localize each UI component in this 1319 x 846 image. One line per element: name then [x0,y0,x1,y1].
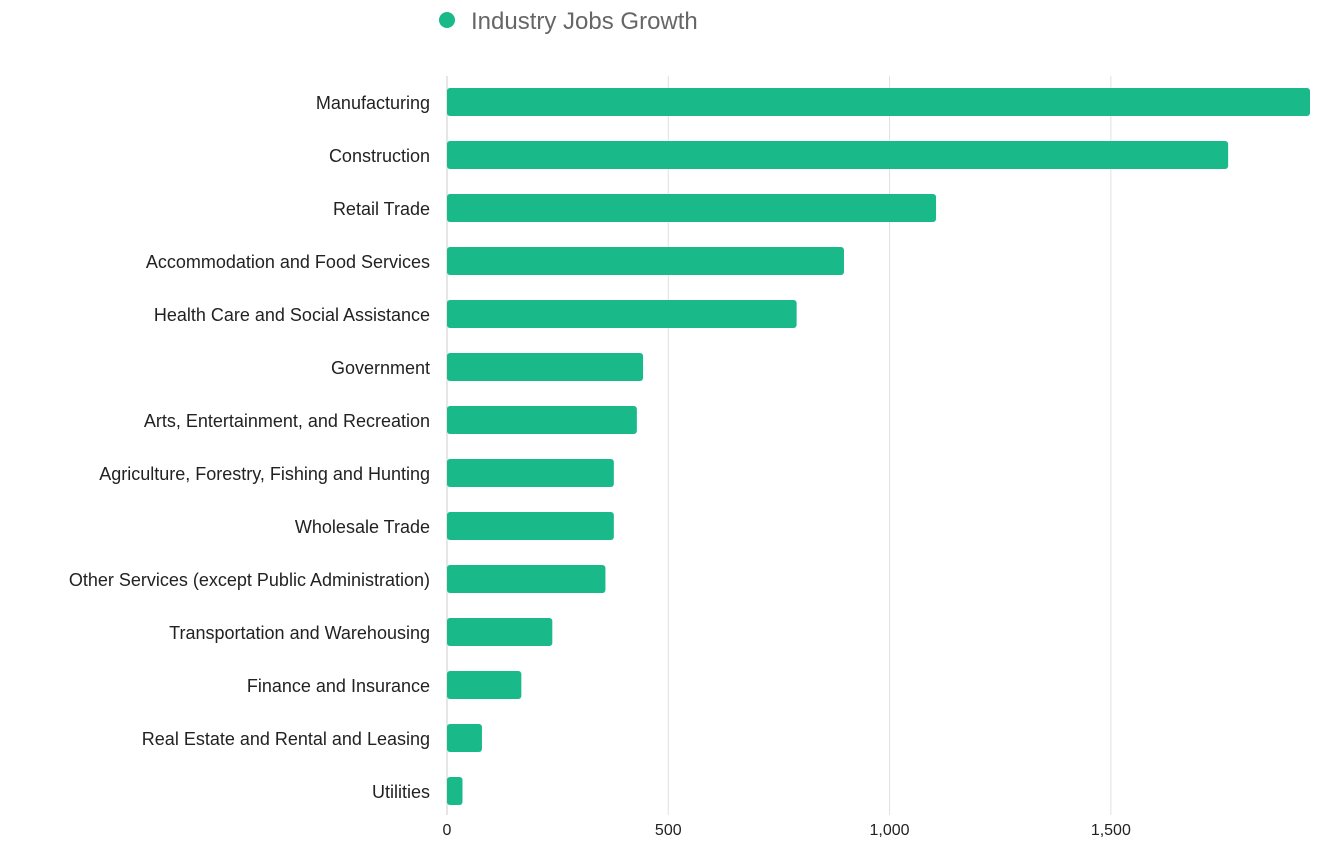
bar [447,724,482,752]
category-label: Accommodation and Food Services [146,252,430,272]
category-label: Wholesale Trade [295,517,430,537]
bar [447,88,1310,116]
x-tick-label: 1,000 [870,822,910,839]
bar [447,353,644,381]
bar [447,300,797,328]
grid-layer [446,76,1112,815]
category-label: Finance and Insurance [247,676,430,696]
category-label: Real Estate and Rental and Leasing [142,729,430,749]
bar [447,194,937,222]
bar [447,247,844,275]
bar [447,565,606,593]
category-label: Agriculture, Forestry, Fishing and Hunti… [99,464,430,484]
bar [447,618,553,646]
category-label: Retail Trade [333,199,430,219]
bar [447,671,522,699]
x-tick-label: 1,500 [1091,822,1131,839]
bar [447,459,614,487]
category-label: Construction [329,146,430,166]
category-label: Arts, Entertainment, and Recreation [144,411,430,431]
legend: Industry Jobs Growth [439,8,698,35]
bar [447,141,1229,169]
x-tick-labels: 0 500 1,000 1,500 [443,822,1131,839]
category-label: Utilities [372,782,430,802]
bar [447,777,463,805]
bar [447,406,637,434]
x-tick-label: 0 [443,822,452,839]
legend-label: Industry Jobs Growth [471,8,698,35]
bar [447,512,614,540]
bars-layer [447,88,1310,805]
category-label: Other Services (except Public Administra… [69,570,430,590]
category-labels: Manufacturing Construction Retail Trade Acc… [69,93,430,802]
legend-marker [439,12,455,28]
x-tick-label: 500 [655,822,682,839]
category-label: Government [331,358,430,378]
category-label: Transportation and Warehousing [169,623,430,643]
category-label: Health Care and Social Assistance [154,305,430,325]
category-label: Manufacturing [316,93,430,113]
